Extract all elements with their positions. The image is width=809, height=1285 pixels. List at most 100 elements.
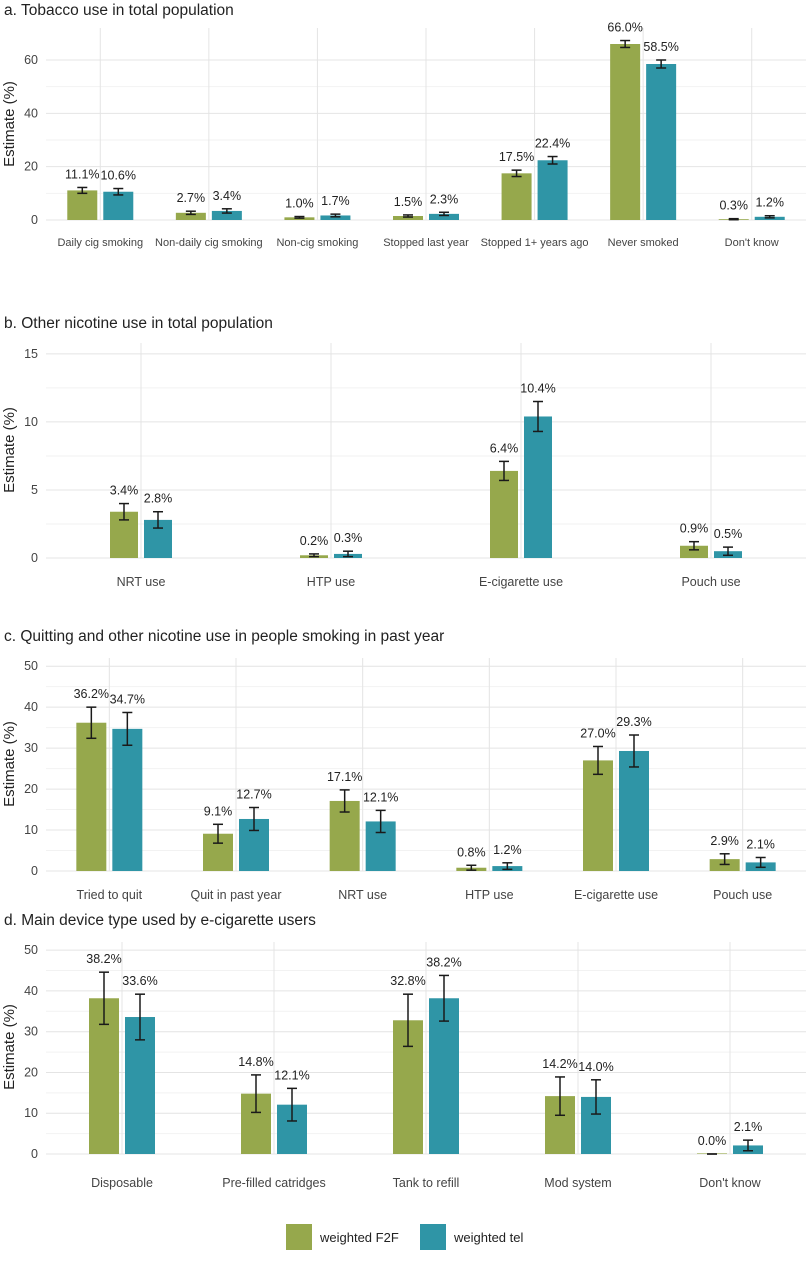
data-label: 0.2%: [300, 534, 329, 548]
data-label: 38.2%: [426, 955, 461, 969]
x-tick-label: Stopped last year: [383, 237, 469, 249]
error-bar: [764, 214, 775, 219]
error-bar: [113, 187, 124, 196]
bar-tel: [429, 213, 459, 220]
data-label: 58.5%: [643, 40, 678, 54]
error-bar: [119, 502, 129, 521]
legend-label-f2f: weighted F2F: [319, 1230, 399, 1245]
bar-f2f: [610, 44, 641, 220]
data-label: 10.6%: [101, 169, 136, 183]
y-axis-label: Estimate (%): [1, 1004, 18, 1090]
error-bar: [547, 155, 558, 165]
y-tick-label: 0: [31, 1147, 38, 1161]
error-bar: [249, 806, 259, 832]
data-label: 3.4%: [213, 189, 242, 203]
panel-grid: [46, 343, 806, 559]
y-tick-label: 50: [24, 943, 38, 957]
error-bar: [511, 169, 522, 178]
data-label: 33.6%: [122, 974, 157, 988]
error-bar: [221, 208, 232, 214]
y-tick-label: 0: [31, 551, 38, 565]
chart-legend: weighted F2F weighted tel: [286, 1224, 523, 1250]
bar-f2f: [76, 722, 107, 871]
error-bar: [728, 217, 739, 221]
error-bar: [330, 213, 341, 218]
error-bar: [375, 809, 386, 834]
bar-f2f: [583, 760, 613, 871]
data-label: 0.8%: [457, 845, 486, 859]
panel-title: d. Main device type used by e-cigarette …: [4, 912, 316, 929]
error-bar: [294, 215, 305, 219]
bar-tel: [429, 998, 459, 1154]
x-tick-label: Pre-filled catridges: [222, 1176, 326, 1190]
panel-title: b. Other nicotine use in total populatio…: [4, 315, 273, 332]
x-tick-label: Non-cig smoking: [276, 237, 358, 249]
bar-tel: [112, 728, 143, 871]
x-tick-label: E-cigarette use: [574, 888, 658, 902]
x-tick-label: Non-daily cig smoking: [155, 237, 263, 249]
bar-tel: [537, 160, 568, 220]
y-tick-label: 10: [24, 823, 38, 837]
panel-a: a. Tobacco use in total population Estima…: [1, 2, 806, 249]
x-tick-label: Daily cig smoking: [57, 237, 143, 249]
y-tick-label: 10: [24, 415, 38, 429]
y-axis-label: Estimate (%): [1, 81, 18, 167]
error-bar: [135, 993, 145, 1041]
x-tick-label: Stopped 1+ years ago: [481, 237, 589, 249]
data-label: 10.4%: [520, 382, 555, 396]
bar-f2f: [67, 190, 98, 220]
x-tick-label: Never smoked: [608, 237, 679, 249]
data-label: 12.1%: [274, 1068, 309, 1082]
data-label: 11.1%: [65, 167, 100, 181]
x-tick-label: Don't know: [725, 237, 779, 249]
data-label: 2.3%: [430, 192, 459, 206]
error-bar: [555, 1076, 565, 1117]
data-label: 9.1%: [204, 804, 233, 818]
error-bar: [99, 971, 109, 1026]
data-label: 36.2%: [74, 687, 109, 701]
data-label: 27.0%: [580, 726, 615, 740]
data-label: 6.4%: [490, 441, 519, 455]
data-label: 12.7%: [236, 788, 271, 802]
y-tick-label: 0: [31, 213, 38, 227]
error-bar: [533, 400, 543, 433]
bar-f2f: [501, 173, 532, 220]
data-label: 14.8%: [238, 1055, 273, 1069]
data-label: 34.7%: [110, 692, 145, 706]
bar-tel: [320, 215, 351, 220]
bar-tel: [524, 416, 552, 558]
data-label: 2.8%: [144, 492, 173, 506]
legend-swatch-f2f: [286, 1224, 312, 1250]
x-tick-label: Disposable: [91, 1176, 153, 1190]
legend-label-tel: weighted tel: [453, 1230, 523, 1245]
error-bar: [466, 864, 477, 871]
chart-panels: a. Tobacco use in total population Estima…: [1, 2, 806, 1190]
data-label: 22.4%: [535, 137, 570, 151]
data-label: 32.8%: [390, 974, 425, 988]
legend-swatch-tel: [420, 1224, 446, 1250]
error-bar: [689, 540, 699, 551]
data-label: 14.0%: [578, 1060, 613, 1074]
data-label: 0.9%: [680, 522, 709, 536]
x-tick-label: NRT use: [338, 888, 387, 902]
bar-f2f: [490, 470, 518, 558]
error-bar: [86, 706, 97, 740]
error-bar: [499, 460, 509, 482]
panel-d: d. Main device type used by e-cigarette …: [1, 912, 806, 1190]
data-label: 17.1%: [327, 770, 362, 784]
y-tick-label: 40: [24, 106, 38, 120]
data-label: 0.3%: [719, 199, 748, 213]
x-tick-label: Mod system: [544, 1176, 611, 1190]
data-label: 1.2%: [755, 196, 784, 210]
x-tick-label: Tank to refill: [393, 1176, 460, 1190]
x-tick-label: Pouch use: [681, 575, 740, 589]
y-tick-label: 20: [24, 1065, 38, 1079]
x-tick-label: HTP use: [465, 888, 513, 902]
error-bar: [629, 734, 639, 768]
x-tick-label: Quit in past year: [190, 888, 281, 902]
data-label: 17.5%: [499, 150, 534, 164]
data-label: 0.3%: [334, 531, 363, 545]
y-tick-label: 40: [24, 700, 38, 714]
data-label: 1.2%: [493, 843, 522, 857]
error-bar: [403, 214, 413, 218]
